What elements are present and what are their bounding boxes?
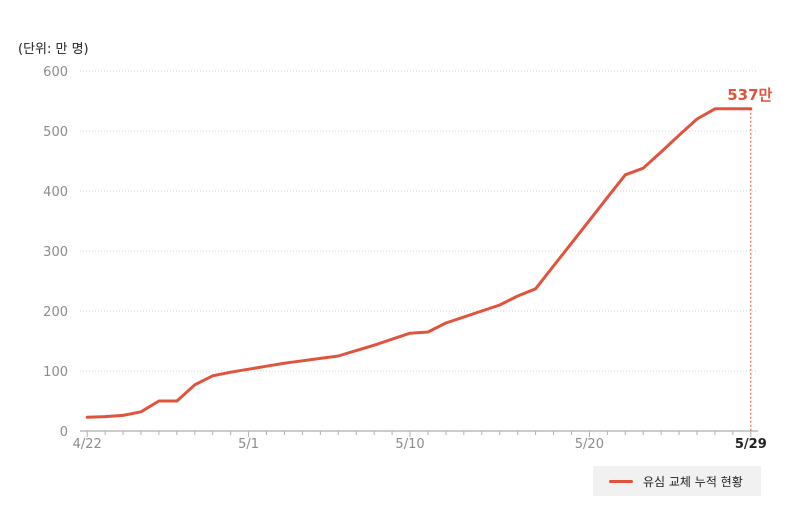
x-tick-label: 5/29 [735, 437, 767, 452]
y-tick-label: 300 [43, 245, 68, 260]
legend: 유심 교체 누적 현황 [593, 466, 761, 496]
series-group [85, 107, 753, 419]
legend-label: 유심 교체 누적 현황 [643, 474, 743, 489]
x-tick-label: 5/1 [238, 437, 259, 452]
x-axis: 4/22 5/1 5/10 5/20 5/29 [73, 430, 767, 452]
unit-label: (단위: 만 명) [18, 42, 89, 57]
end-annotation: 537만 [727, 86, 773, 431]
y-tick-label: 600 [43, 65, 68, 80]
x-tick-label: 5/20 [575, 437, 604, 452]
end-value-label: 537만 [727, 86, 772, 104]
y-axis-ticks: 0 100 200 300 400 500 600 [43, 65, 68, 440]
y-tick-label: 500 [43, 125, 68, 140]
series-line [85, 107, 753, 419]
legend-swatch [609, 479, 633, 483]
gridlines [80, 70, 758, 372]
y-tick-label: 200 [43, 305, 68, 320]
x-tick-label: 5/10 [395, 437, 424, 452]
y-tick-label: 400 [43, 185, 68, 200]
y-tick-label: 100 [43, 365, 68, 380]
x-tick-label: 4/22 [73, 437, 102, 452]
y-tick-label: 0 [60, 425, 68, 440]
